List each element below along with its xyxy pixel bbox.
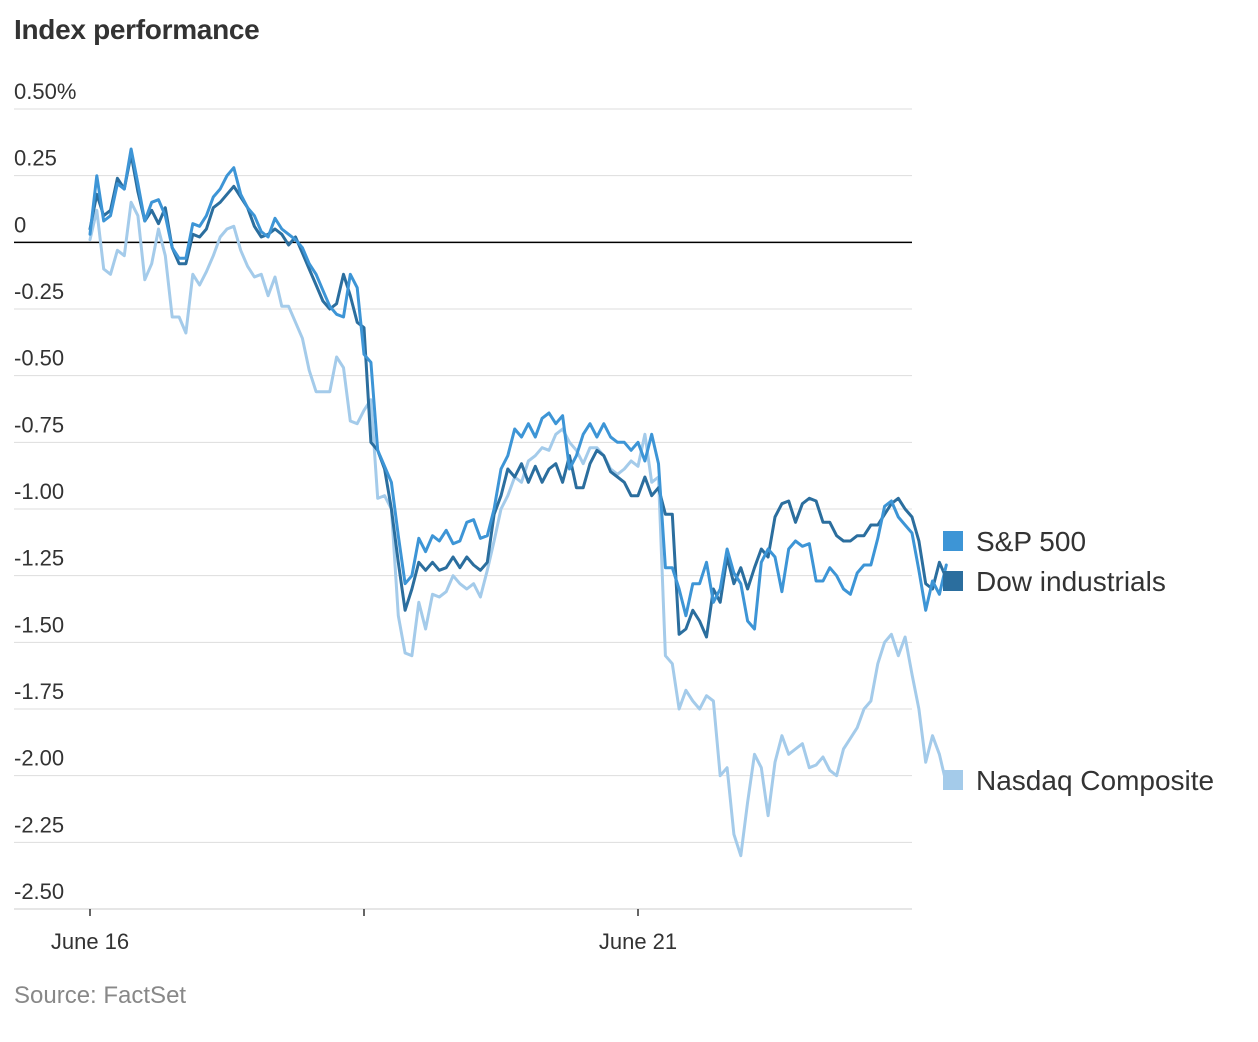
series-lines [88, 147, 955, 858]
y-tick-label: -2.00 [14, 746, 64, 771]
chart-title: Index performance [14, 14, 260, 45]
y-tick-label: -0.25 [14, 279, 64, 304]
y-tick-label: -0.50 [14, 346, 64, 371]
series-line-dow [88, 152, 955, 639]
series-line-nasdaq [88, 200, 948, 858]
legend-label-dow: Dow industrials [976, 566, 1166, 597]
source-note: Source: FactSet [14, 982, 187, 1009]
legend: S&P 500 Dow industrials Nasdaq Composite [943, 526, 1214, 796]
y-tick-label: -2.25 [14, 812, 64, 837]
x-tick-label: June 21 [599, 929, 677, 954]
y-tick-label: -1.75 [14, 679, 64, 704]
y-tick-label: -1.50 [14, 612, 64, 637]
x-axis: June 16 June 21 [14, 908, 912, 954]
legend-label-sp500: S&P 500 [976, 526, 1086, 557]
y-axis-ticks: 0.50% 0.25 0 -0.25 -0.50 -0.75 -1.00 -1.25 -1.50… [14, 79, 76, 904]
legend-swatch-nasdaq [943, 770, 963, 790]
y-tick-label: 0 [14, 212, 26, 237]
y-tick-label: -2.50 [14, 879, 64, 904]
gridlines [14, 108, 912, 910]
legend-label-nasdaq: Nasdaq Composite [976, 765, 1214, 796]
y-tick-label: -0.75 [14, 412, 64, 437]
y-tick-label: -1.00 [14, 479, 64, 504]
y-tick-label: -1.25 [14, 546, 64, 571]
x-tick-label: June 16 [51, 929, 129, 954]
series-line-sp500 [88, 147, 948, 631]
legend-swatch-dow [943, 571, 963, 591]
y-tick-label: 0.50% [14, 79, 76, 104]
y-tick-label: 0.25 [14, 146, 57, 171]
legend-swatch-sp500 [943, 531, 963, 551]
